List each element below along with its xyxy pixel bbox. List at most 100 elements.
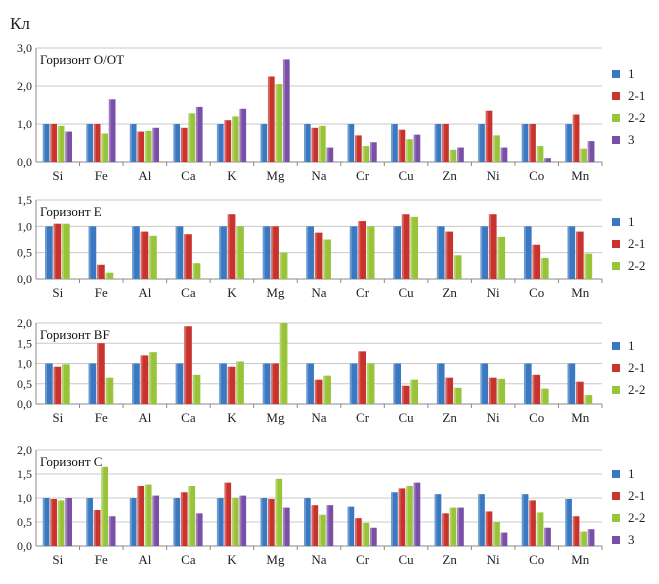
bar-highlight [42, 498, 45, 546]
x-tick-label: Cr [356, 552, 370, 567]
bar-2-1-cr [355, 518, 362, 546]
bar-2-2-si [62, 364, 70, 404]
legend-swatch-3 [612, 536, 620, 544]
bar-highlight [105, 377, 108, 404]
bar-2-2-na [323, 239, 331, 279]
bar-highlight [192, 263, 195, 279]
legend-label: 2-1 [628, 236, 645, 251]
bar-highlight [347, 506, 350, 546]
bar-highlight [275, 84, 278, 162]
bar-1-k [219, 226, 227, 279]
bar-highlight [572, 114, 575, 162]
x-tick-label: Al [138, 285, 151, 300]
bar-highlight [129, 498, 132, 546]
bar-2-2-co [540, 388, 549, 404]
bar-highlight [565, 498, 568, 546]
x-tick-label: Cr [356, 410, 370, 425]
bar-highlight [267, 76, 270, 162]
bar-highlight [152, 127, 155, 162]
bar-highlight [485, 511, 488, 546]
y-tick-label: 0,5 [17, 377, 32, 391]
bar-2-1-co [532, 374, 541, 404]
x-tick-label: Na [311, 410, 326, 425]
legend-swatch-2-1 [612, 364, 620, 372]
bar-1-si [42, 124, 50, 162]
legend-label: 1 [628, 66, 635, 81]
bar-highlight [304, 124, 306, 162]
bar-highlight [442, 124, 445, 162]
bar-highlight [231, 116, 234, 162]
bar-2-1-cu [401, 385, 410, 404]
x-tick-label: Al [138, 410, 151, 425]
y-tick-label: 0,0 [17, 272, 32, 286]
bar-2-2-mn [580, 148, 587, 162]
x-tick-label: Ca [181, 410, 196, 425]
bar-highlight [445, 377, 448, 404]
bar-highlight [173, 498, 176, 546]
x-tick-label: Cr [356, 285, 370, 300]
bar-highlight [457, 507, 460, 546]
bar-highlight [137, 486, 140, 546]
bar-highlight [137, 131, 140, 162]
bar-1-ni [478, 494, 485, 546]
x-tick-label: Si [52, 168, 63, 183]
bar-highlight [584, 253, 587, 279]
bar-highlight [398, 129, 401, 162]
bar-1-na [306, 226, 314, 279]
bar-highlight [480, 363, 483, 404]
bar-highlight [453, 387, 456, 404]
y-tick-label: 1,0 [17, 219, 32, 233]
bar-highlight [129, 124, 132, 162]
x-tick-label: K [227, 410, 237, 425]
y-tick-label: 1,5 [17, 467, 32, 481]
bar-2-1-ni [488, 377, 497, 404]
bar-2-2-zn [453, 387, 462, 404]
bar-3-k [239, 495, 247, 546]
x-tick-label: Mn [571, 168, 590, 183]
bar-1-al [132, 226, 140, 279]
bar-highlight [195, 106, 198, 162]
bar-highlight [523, 363, 526, 404]
bar-highlight [188, 113, 191, 162]
bar-1-al [132, 363, 140, 404]
bar-1-cr [347, 506, 355, 546]
bar-2-1-mn [572, 516, 580, 546]
legend-label: 2-1 [628, 488, 645, 503]
bar-2-2-mn [584, 395, 593, 404]
bar-highlight [565, 124, 568, 162]
bar-2-1-zn [442, 124, 449, 162]
bar-highlight [132, 363, 135, 404]
bar-highlight [497, 378, 500, 404]
x-tick-label: Co [529, 168, 544, 183]
bar-1-mn [567, 363, 576, 404]
bar-highlight [436, 363, 439, 404]
bar-2-1-cr [355, 135, 362, 162]
bar-highlight [93, 124, 96, 162]
x-tick-label: Co [529, 410, 544, 425]
bar-highlight [149, 352, 152, 404]
bar-2-1-cu [401, 214, 410, 279]
bar-highlight [500, 147, 503, 162]
x-tick-label: Mn [571, 552, 590, 567]
bar-2-1-na [314, 232, 323, 279]
bar-1-k [216, 124, 224, 162]
bar-highlight [101, 466, 104, 546]
legend-label: 1 [628, 466, 635, 481]
bar-highlight [442, 513, 445, 546]
chart-panel: 0,0 1,0 2,0 3,0 Si Fe Al Ca K Mg Na Cr Cu Zn Ni Co Mn Гор… [17, 41, 645, 183]
bar-highlight [175, 226, 178, 279]
x-tick-label: Co [529, 285, 544, 300]
bar-highlight [449, 507, 452, 546]
bar-1-mn [567, 226, 576, 279]
bar-1-zn [436, 226, 445, 279]
bar-highlight [319, 125, 321, 162]
bar-2-2-zn [453, 255, 462, 279]
bar-2-2-zn [449, 507, 457, 546]
x-tick-label: Mn [571, 410, 590, 425]
bar-highlight [140, 355, 143, 404]
y-tick-label: 1,5 [17, 336, 32, 350]
bar-3-si [65, 131, 72, 162]
bar-highlight [314, 379, 317, 404]
bar-highlight [108, 99, 111, 162]
bar-1-fe [88, 226, 97, 279]
